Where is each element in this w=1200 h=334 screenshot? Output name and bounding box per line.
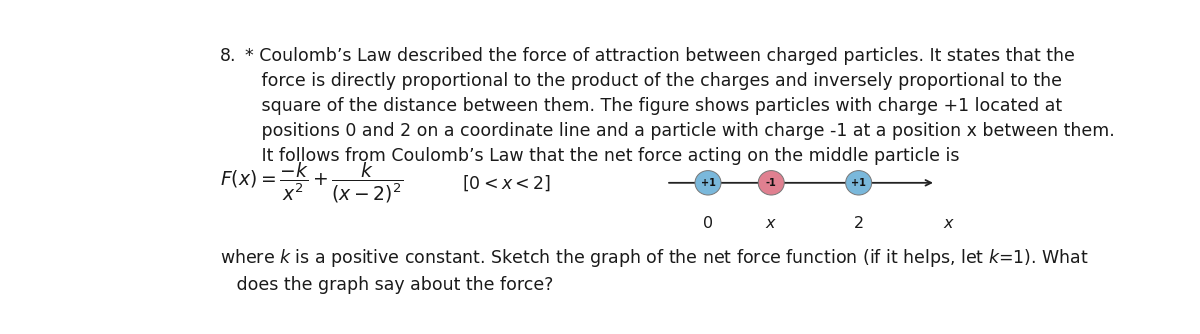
Text: 0: 0 <box>703 216 713 231</box>
Text: -1: -1 <box>766 178 776 188</box>
Text: $x$: $x$ <box>943 216 955 231</box>
Text: +1: +1 <box>851 178 866 188</box>
Text: 2: 2 <box>853 216 864 231</box>
Text: * Coulomb’s Law described the force of attraction between charged particles. It : * Coulomb’s Law described the force of a… <box>245 46 1115 165</box>
Text: 8.: 8. <box>220 46 236 64</box>
Text: $[0<x<2]$: $[0<x<2]$ <box>462 173 551 193</box>
Text: $x$: $x$ <box>766 216 778 231</box>
Ellipse shape <box>758 171 785 195</box>
Text: $F(x)=\dfrac{-k}{x^2}+\dfrac{k}{(x-2)^2}$: $F(x)=\dfrac{-k}{x^2}+\dfrac{k}{(x-2)^2}… <box>220 161 403 205</box>
Ellipse shape <box>695 171 721 195</box>
Ellipse shape <box>846 171 871 195</box>
Text: +1: +1 <box>701 178 715 188</box>
Text: where $k$ is a positive constant. Sketch the graph of the net force function (if: where $k$ is a positive constant. Sketch… <box>220 247 1088 294</box>
